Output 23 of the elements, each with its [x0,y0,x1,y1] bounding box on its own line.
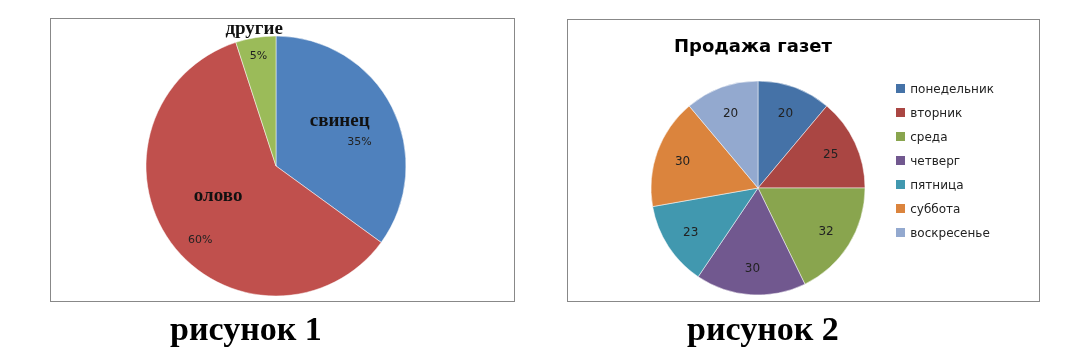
slice-label: олово [193,183,243,205]
chart-title: Продажа газет [673,35,833,56]
data-label: 25 [823,147,839,162]
legend-label: вторник [910,104,963,122]
legend-label: среда [910,128,948,146]
legend-label: воскресенье [910,224,990,242]
data-label: 35% [347,135,372,149]
legend-label: четверг [910,152,961,170]
text: рисунок 1 [170,310,322,348]
data-label: 32 [818,223,834,238]
slice-label: другие [225,17,283,39]
data-label: 30 [744,261,761,276]
data-label: 20 [722,105,739,120]
data-label: 5% [249,49,268,63]
data-label: 60% [188,232,213,246]
slice-label: свинец [309,109,370,131]
data-label: 30 [674,153,691,168]
data-label: 20 [777,105,794,120]
text: рисунок 2 [687,310,839,348]
legend-label: суббота [910,200,961,218]
data-label: 23 [683,224,699,239]
legend-label: пятница [910,176,964,194]
legend-label: понедельник [910,80,994,98]
